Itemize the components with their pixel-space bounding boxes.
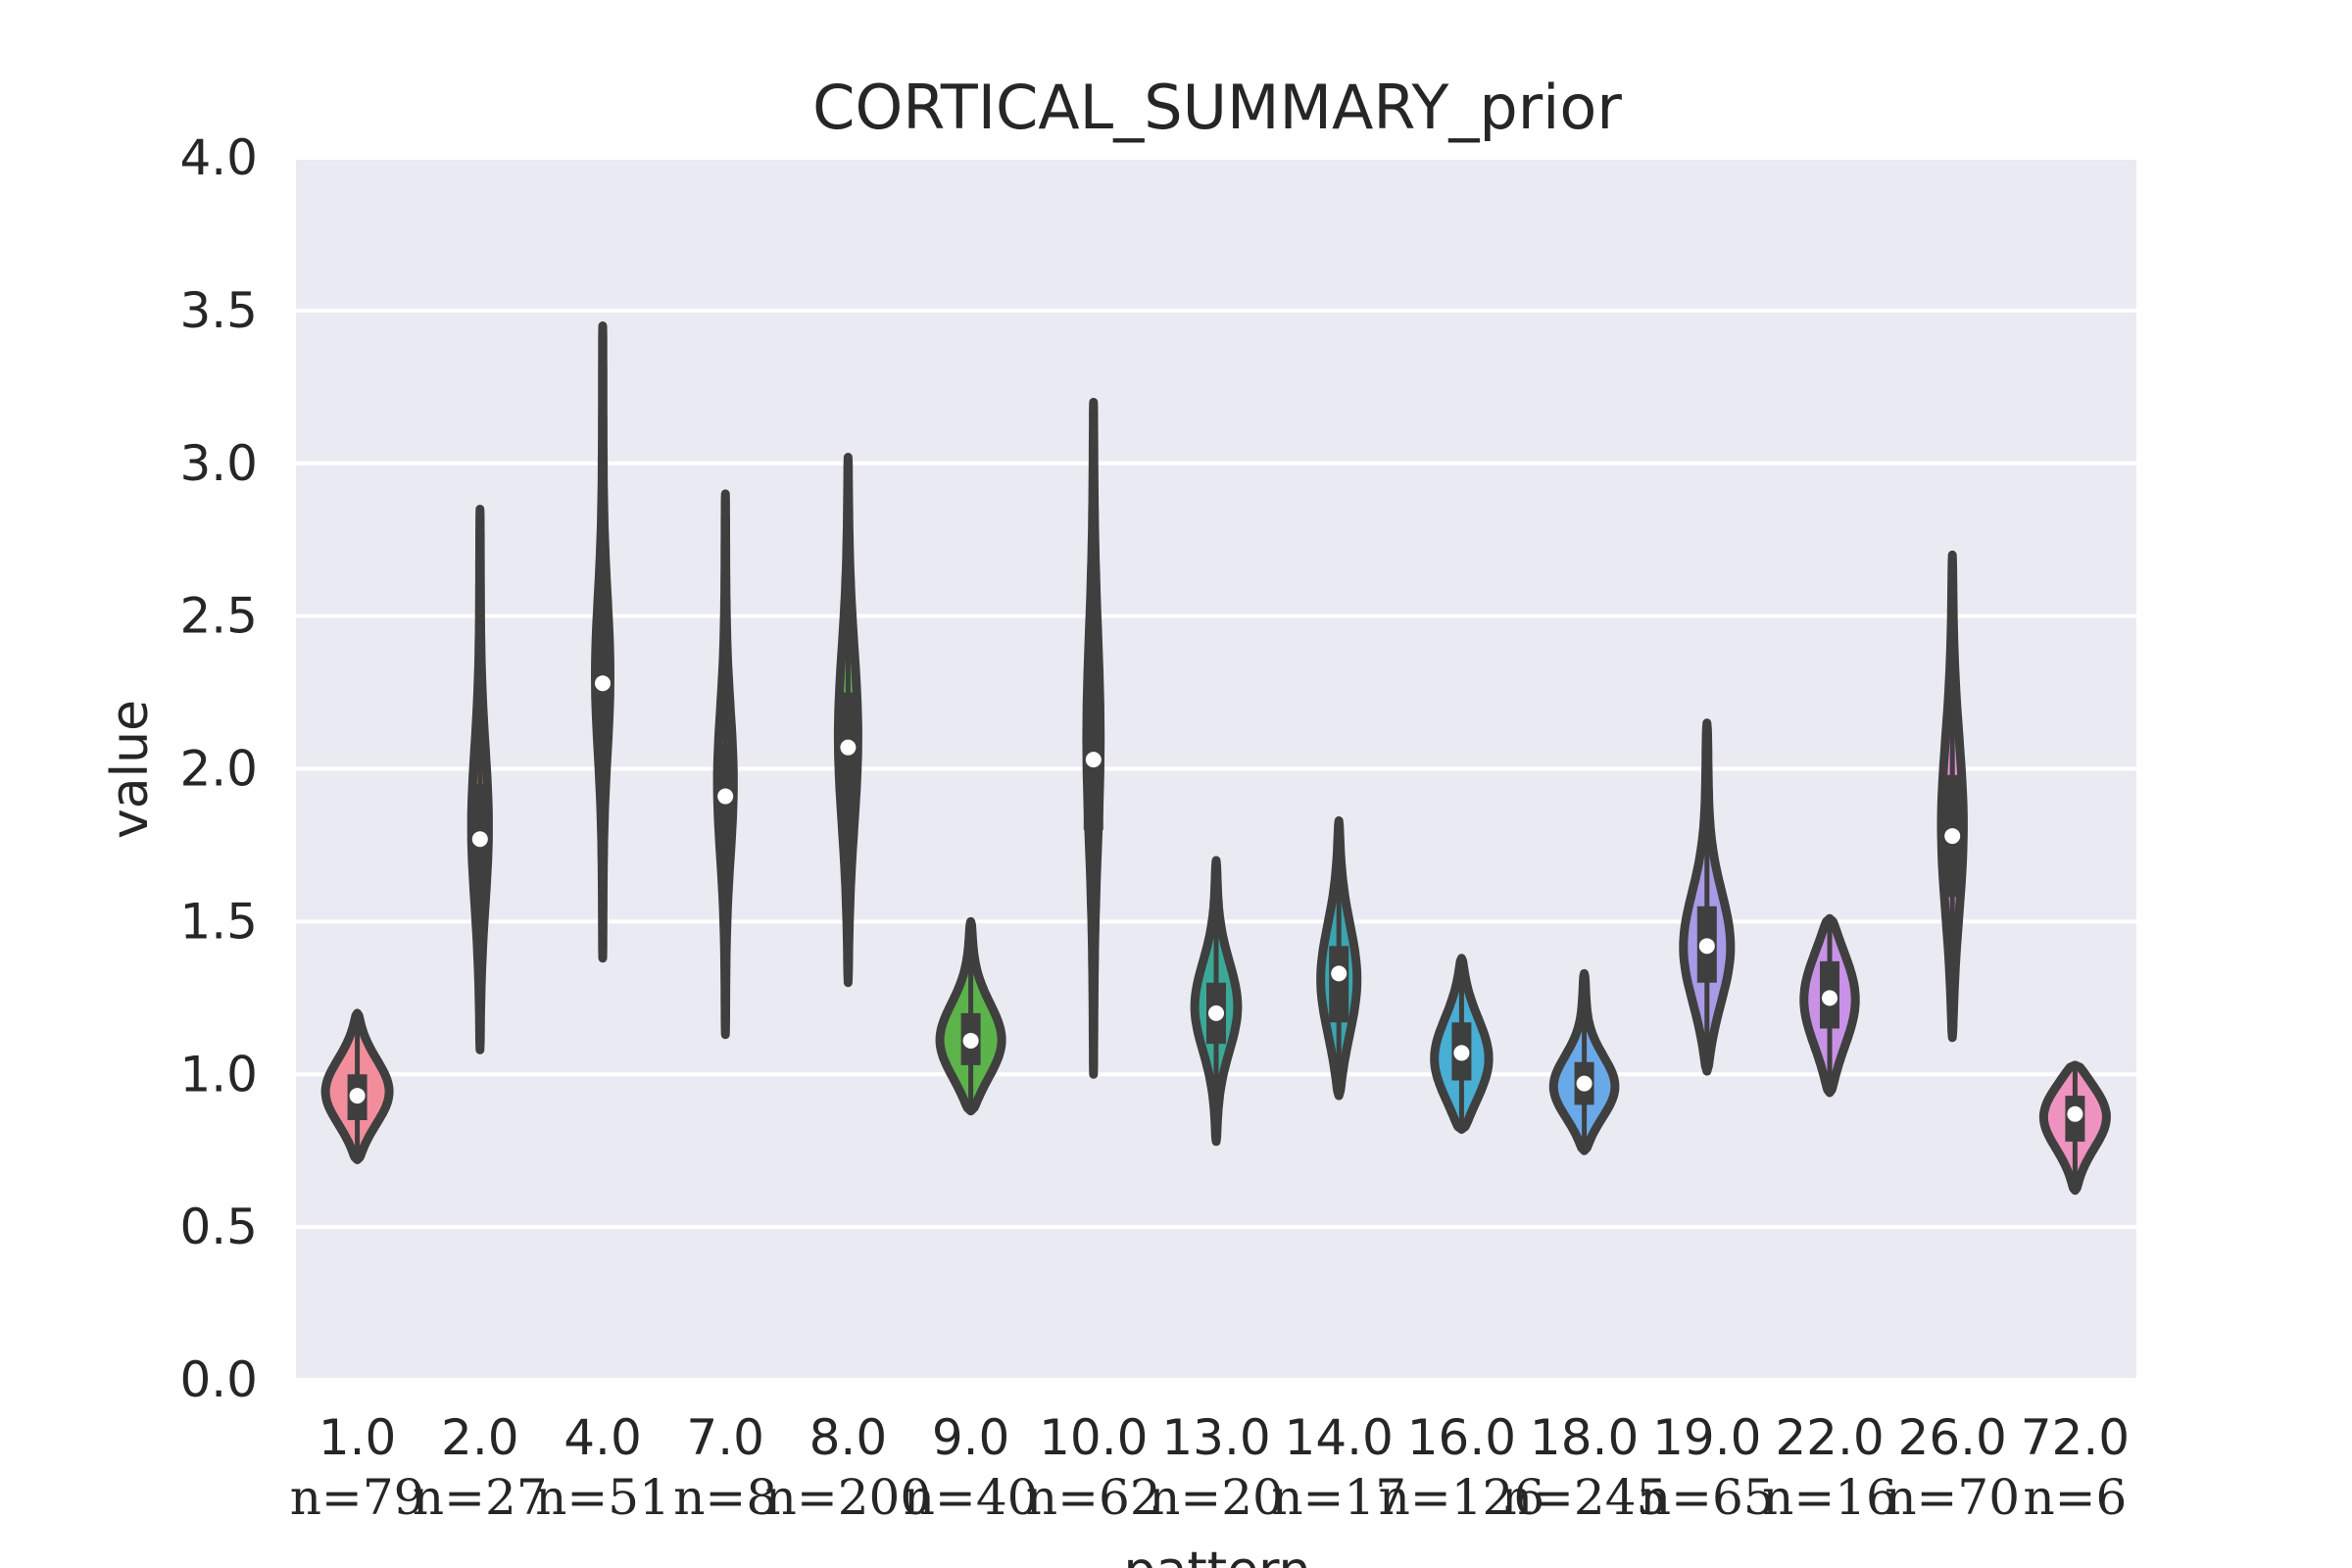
median-point [1576,1075,1592,1092]
x-tick-label: 13.0 [1161,1409,1270,1466]
median-point [1085,752,1102,768]
violin-18.0 [1548,968,1620,1155]
x-tick-label: 9.0 [932,1409,1010,1466]
y-tick-label: 1.0 [179,1046,258,1102]
x-count-label: n=8 [673,1469,777,1526]
violin-10.0 [1082,397,1105,1079]
x-count-label: n=200 [765,1469,932,1526]
x-count-label: n=16 [1762,1469,1897,1526]
y-tick-label: 2.0 [179,741,258,798]
x-tick-label: 22.0 [1775,1409,1884,1466]
x-tick-label: 8.0 [809,1409,888,1466]
violin-14.0 [1316,816,1362,1101]
x-tick-label: 18.0 [1530,1409,1639,1466]
y-tick-label: 2.5 [179,588,258,645]
median-point [1208,1004,1224,1021]
violin-7.0 [712,489,738,1040]
x-count-label: n=17 [1271,1469,1406,1526]
median-point [1698,938,1715,955]
x-count-label: n=70 [1885,1469,2020,1526]
x-tick-label: 72.0 [2021,1409,2130,1466]
violin-13.0 [1190,856,1243,1147]
x-count-label: n=79 [290,1469,425,1526]
median-point [595,675,611,692]
y-tick-label: 4.0 [179,129,258,186]
x-count-label: n=62 [1026,1469,1161,1526]
median-point [840,739,857,756]
median-point [1453,1045,1470,1061]
violin-9.0 [935,916,1006,1116]
y-tick-label: 3.0 [179,435,258,492]
x-tick-label: 19.0 [1652,1409,1761,1466]
x-count-label: n=126 [1379,1469,1545,1526]
violin-72.0 [2038,1060,2111,1196]
x-tick-label: 14.0 [1285,1409,1394,1466]
x-count-label: n=20 [1149,1469,1284,1526]
x-tick-label: 7.0 [686,1409,764,1466]
median-point [2067,1105,2083,1122]
violin-26.0 [1936,550,1968,1043]
x-count-label: n=40 [904,1469,1039,1526]
x-tick-label: 2.0 [441,1409,519,1466]
y-axis-label: value [101,700,160,839]
x-count-label: n=6 [2023,1469,2127,1526]
y-tick-label: 0.5 [179,1199,258,1255]
x-count-label: n=27 [413,1469,548,1526]
median-point [1822,990,1838,1006]
chart-title: CORTICAL_SUMMARY_prior [812,72,1622,143]
x-tick-label: 4.0 [564,1409,642,1466]
median-point [349,1088,366,1104]
x-tick-label: 10.0 [1039,1409,1148,1466]
violin-16.0 [1430,954,1494,1134]
violin-2.0 [466,505,493,1054]
violin-19.0 [1679,718,1736,1076]
median-point [1331,965,1348,982]
x-tick-label: 26.0 [1898,1409,2007,1466]
violin-4.0 [591,321,614,963]
x-tick-label: 1.0 [318,1409,397,1466]
median-point [717,788,734,805]
x-count-label: n=65 [1640,1469,1775,1526]
median-point [962,1032,979,1049]
median-point [471,831,488,848]
y-tick-labels: 0.0 0.5 1.0 1.5 2.0 2.5 3.0 3.5 4.0 [179,129,258,1408]
violin-22.0 [1799,913,1860,1098]
violin-1.0 [320,1008,394,1164]
x-count-label: n=51 [535,1469,670,1526]
median-point [1944,828,1961,845]
x-count-label: n=245 [1501,1469,1668,1526]
x-tick-labels: 1.0n=792.0n=274.0n=517.0n=88.0n=2009.0n=… [290,1409,2130,1526]
y-tick-label: 1.5 [179,893,258,950]
x-tick-label: 16.0 [1407,1409,1516,1466]
violin-8.0 [833,453,862,988]
y-tick-label: 0.0 [179,1351,258,1408]
violins [320,321,2111,1196]
y-tick-label: 3.5 [179,282,258,339]
x-axis-label: pattern [1123,1542,1310,1568]
